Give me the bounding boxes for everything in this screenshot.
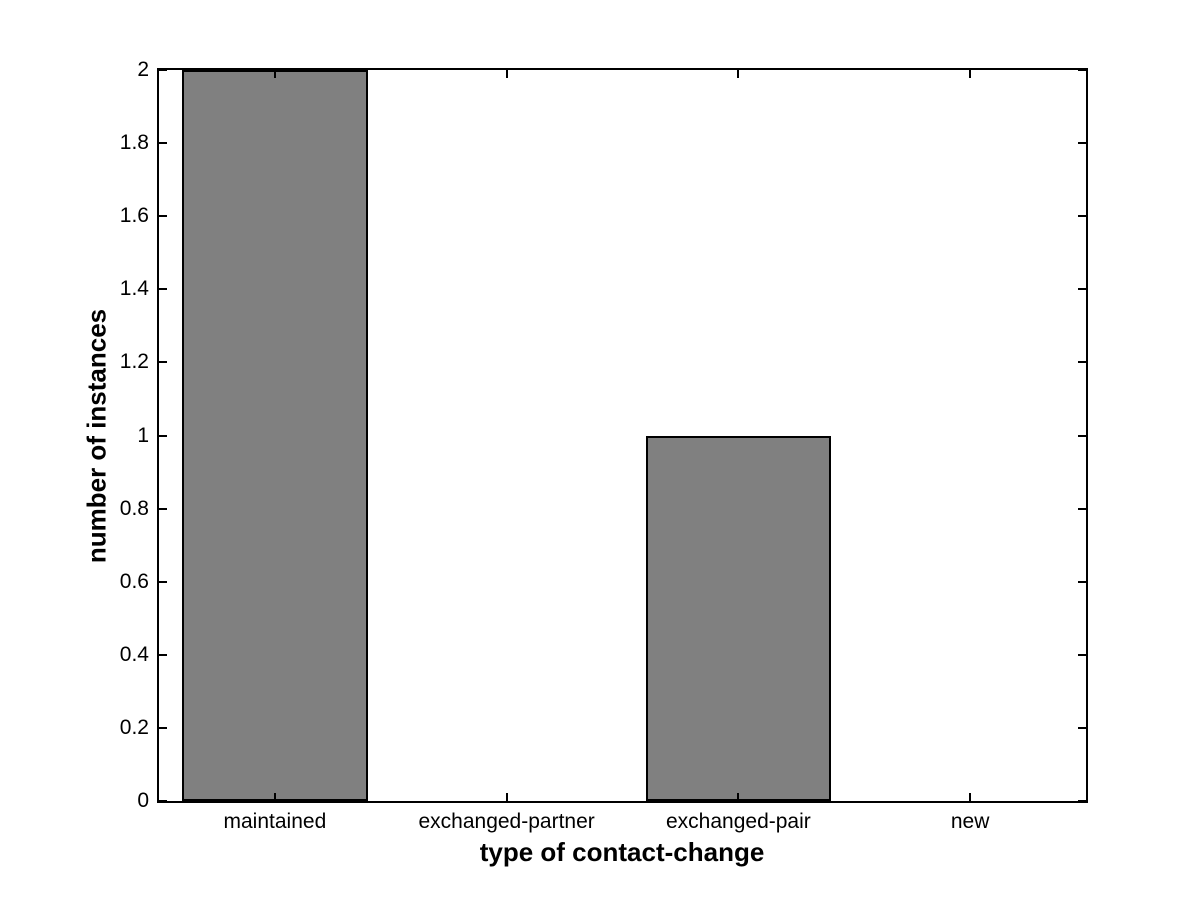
y-tick-right bbox=[1078, 215, 1086, 218]
y-tick-left bbox=[159, 434, 167, 437]
y-tick-left bbox=[159, 142, 167, 145]
y-tick-right bbox=[1078, 142, 1086, 145]
y-tick-right bbox=[1078, 726, 1086, 729]
x-tick-label-new: new bbox=[950, 810, 990, 833]
y-tick-label-0.2: 0.2 bbox=[119, 715, 149, 739]
y-tick-right bbox=[1078, 361, 1086, 364]
x-tick-label-exchanged-partner: exchanged-partner bbox=[418, 810, 595, 833]
y-tick-left bbox=[159, 215, 167, 218]
y-tick-label-2: 2 bbox=[137, 58, 149, 81]
y-tick-left bbox=[159, 653, 167, 656]
y-tick-right bbox=[1078, 69, 1086, 71]
y-tick-left bbox=[159, 507, 167, 510]
y-tick-label-1.2: 1.2 bbox=[119, 350, 149, 374]
bar-exchanged-pair bbox=[645, 435, 832, 801]
y-tick-label-1: 1 bbox=[137, 423, 149, 447]
x-tick-bottom bbox=[969, 793, 972, 801]
y-tick-right bbox=[1078, 288, 1086, 291]
y-tick-label-0.6: 0.6 bbox=[119, 569, 149, 593]
y-tick-label-1.6: 1.6 bbox=[119, 204, 149, 228]
x-tick-top bbox=[273, 70, 276, 78]
plot-area: maintained exchanged-partner exchanged-pai… bbox=[120, 59, 1088, 833]
y-tick-left bbox=[159, 288, 167, 291]
y-tick-label-0.4: 0.4 bbox=[119, 642, 149, 666]
y-tick-right bbox=[1078, 580, 1086, 583]
x-tick-label-exchanged-pair: exchanged-pair bbox=[665, 810, 811, 833]
y-tick-label-1.4: 1.4 bbox=[119, 277, 149, 301]
y-tick-left bbox=[159, 726, 167, 729]
x-tick-top bbox=[969, 70, 972, 78]
y-tick-right bbox=[1078, 434, 1086, 437]
y-tick-label-1.8: 1.8 bbox=[119, 131, 149, 155]
y-tick-left bbox=[159, 580, 167, 583]
x-tick-bottom bbox=[505, 793, 508, 801]
y-axis-title: number of instances bbox=[81, 308, 112, 564]
x-axis-title: type of contact-change bbox=[479, 837, 765, 867]
y-tick-right bbox=[1078, 800, 1086, 802]
y-tick-right bbox=[1078, 653, 1086, 656]
y-tick-right bbox=[1078, 507, 1086, 510]
x-tick-bottom bbox=[737, 793, 740, 801]
x-tick-label-maintained: maintained bbox=[223, 810, 327, 833]
x-tick-top bbox=[505, 70, 508, 78]
y-tick-label-0: 0 bbox=[137, 789, 149, 812]
x-tick-bottom bbox=[273, 793, 276, 801]
y-tick-label-0.8: 0.8 bbox=[119, 496, 149, 520]
x-tick-top bbox=[737, 70, 740, 78]
y-tick-left bbox=[159, 69, 167, 71]
bar-maintained bbox=[182, 70, 368, 801]
y-tick-left bbox=[159, 361, 167, 364]
y-tick-left bbox=[159, 800, 167, 802]
